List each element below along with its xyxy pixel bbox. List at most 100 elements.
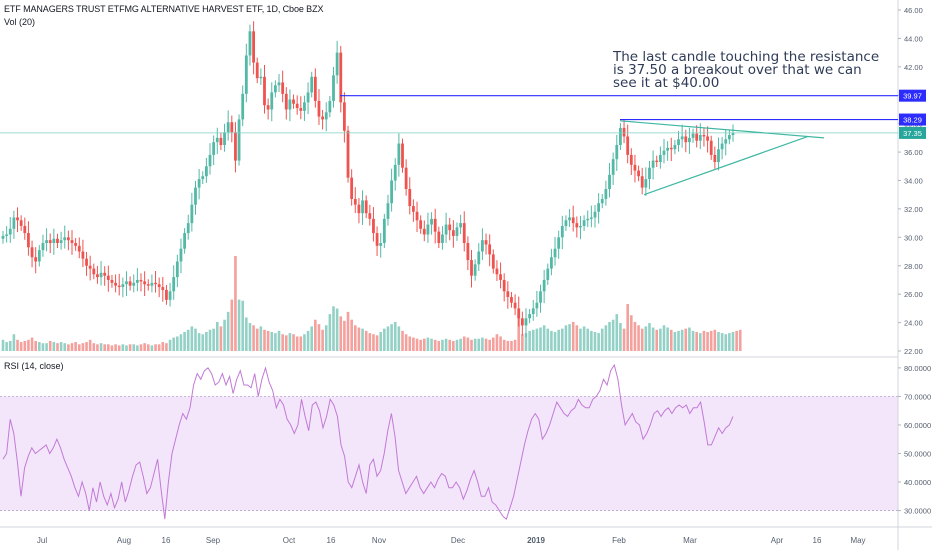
candle-body	[41, 243, 45, 251]
candle	[531, 299, 535, 321]
volume-bar	[535, 328, 539, 351]
annotation-line-3: see it at $40.00	[613, 75, 720, 91]
candle	[593, 205, 597, 228]
candle-body	[219, 137, 223, 145]
volume-bar	[121, 344, 125, 351]
candle	[560, 215, 564, 250]
candle-body	[575, 223, 579, 228]
candle	[470, 249, 473, 288]
candle	[19, 215, 23, 231]
candle-body	[589, 217, 593, 219]
volume-bar	[600, 328, 604, 351]
text-annotation[interactable]: The last candle touching the resistance …	[613, 49, 880, 91]
candle-body	[560, 225, 564, 238]
time-tick-label: 16	[813, 536, 822, 545]
candle	[74, 238, 78, 251]
volume-bar	[510, 340, 513, 351]
candle-body	[63, 237, 67, 241]
volume-bar	[702, 330, 706, 351]
candle	[626, 124, 630, 164]
triangle-lower-trendline	[643, 135, 809, 196]
chart-title: ETF MANAGERS TRUST ETFMG ALTERNATIVE HAR…	[4, 4, 324, 14]
candle	[357, 197, 361, 224]
candle-body	[154, 282, 157, 285]
candle	[70, 230, 74, 255]
candle	[579, 215, 582, 240]
time-tick-label: Aug	[117, 536, 131, 545]
volume-bar	[226, 311, 230, 351]
candle	[139, 273, 143, 292]
candle	[277, 74, 281, 92]
candle-body	[524, 318, 528, 326]
volume-bar	[252, 325, 255, 351]
candle	[215, 127, 219, 154]
volume-bar	[237, 299, 241, 351]
candle	[611, 152, 615, 185]
annotation-line-1: The last candle touching the resistance	[613, 49, 880, 65]
candle-body	[19, 220, 23, 226]
candle-body	[368, 213, 372, 219]
candle-body	[535, 302, 539, 309]
volume-bar	[128, 344, 132, 351]
volume-bar	[597, 333, 600, 351]
price-label-text: 38.29	[903, 116, 922, 125]
candle	[194, 180, 197, 215]
candle-body	[125, 281, 128, 285]
volume-bar	[364, 330, 368, 351]
candle	[66, 230, 70, 251]
candle-body	[462, 223, 466, 244]
candle-body	[215, 137, 219, 143]
candle-body	[495, 268, 499, 275]
candle-body	[66, 237, 70, 241]
volume-bar	[564, 325, 568, 351]
volume-bar	[557, 329, 560, 351]
candle-body	[397, 143, 401, 165]
candle	[63, 225, 67, 249]
candle-body	[684, 136, 688, 143]
candle-body	[197, 179, 201, 188]
candle	[295, 95, 299, 115]
candle	[386, 194, 390, 226]
volume-bar	[437, 340, 441, 351]
candle-body	[117, 285, 121, 288]
volume-bar	[626, 304, 629, 351]
candle	[255, 57, 259, 84]
candle-body	[459, 223, 463, 228]
volume-bar	[728, 333, 731, 351]
volume-bar	[317, 324, 321, 351]
candle	[335, 40, 339, 84]
volume-bar	[63, 343, 67, 351]
volume-bar	[680, 329, 684, 351]
volume-bar	[259, 326, 263, 351]
candle	[608, 163, 611, 198]
candle	[557, 230, 561, 259]
drawings[interactable]	[0, 95, 898, 196]
candle	[513, 294, 517, 316]
candle-body	[502, 279, 506, 292]
volume-bar	[284, 335, 288, 351]
price-axis[interactable]: 46.0044.0042.0040.0038.0036.0034.0032.00…	[898, 6, 923, 356]
candle	[564, 215, 568, 231]
volume-bar	[720, 333, 724, 351]
candle-body	[408, 189, 412, 207]
candle-body	[255, 62, 259, 79]
candle	[459, 214, 463, 235]
candle-body	[52, 238, 56, 244]
volume-bar	[539, 327, 542, 351]
volume-bar	[593, 332, 597, 351]
candle-body	[168, 291, 172, 300]
candle	[393, 158, 397, 191]
candle-body	[619, 127, 622, 145]
volume-bar	[677, 330, 680, 351]
candle	[724, 129, 728, 156]
volume-bar	[165, 343, 168, 351]
time-axis[interactable]: Jul Aug 16 Sep Oct 16 Nov Dec 2019 Feb Mar Apr 16 May	[37, 536, 866, 545]
volume-bar	[117, 345, 121, 351]
price-tick-label: 32.00	[904, 205, 923, 214]
candle	[448, 217, 452, 241]
candle-body	[506, 291, 510, 298]
candle-body	[346, 130, 350, 178]
rsi-axis[interactable]: 80.0000 70.0000 60.0000 50.0000 40.0000 30.00…	[898, 364, 931, 516]
candle-body	[273, 85, 277, 93]
